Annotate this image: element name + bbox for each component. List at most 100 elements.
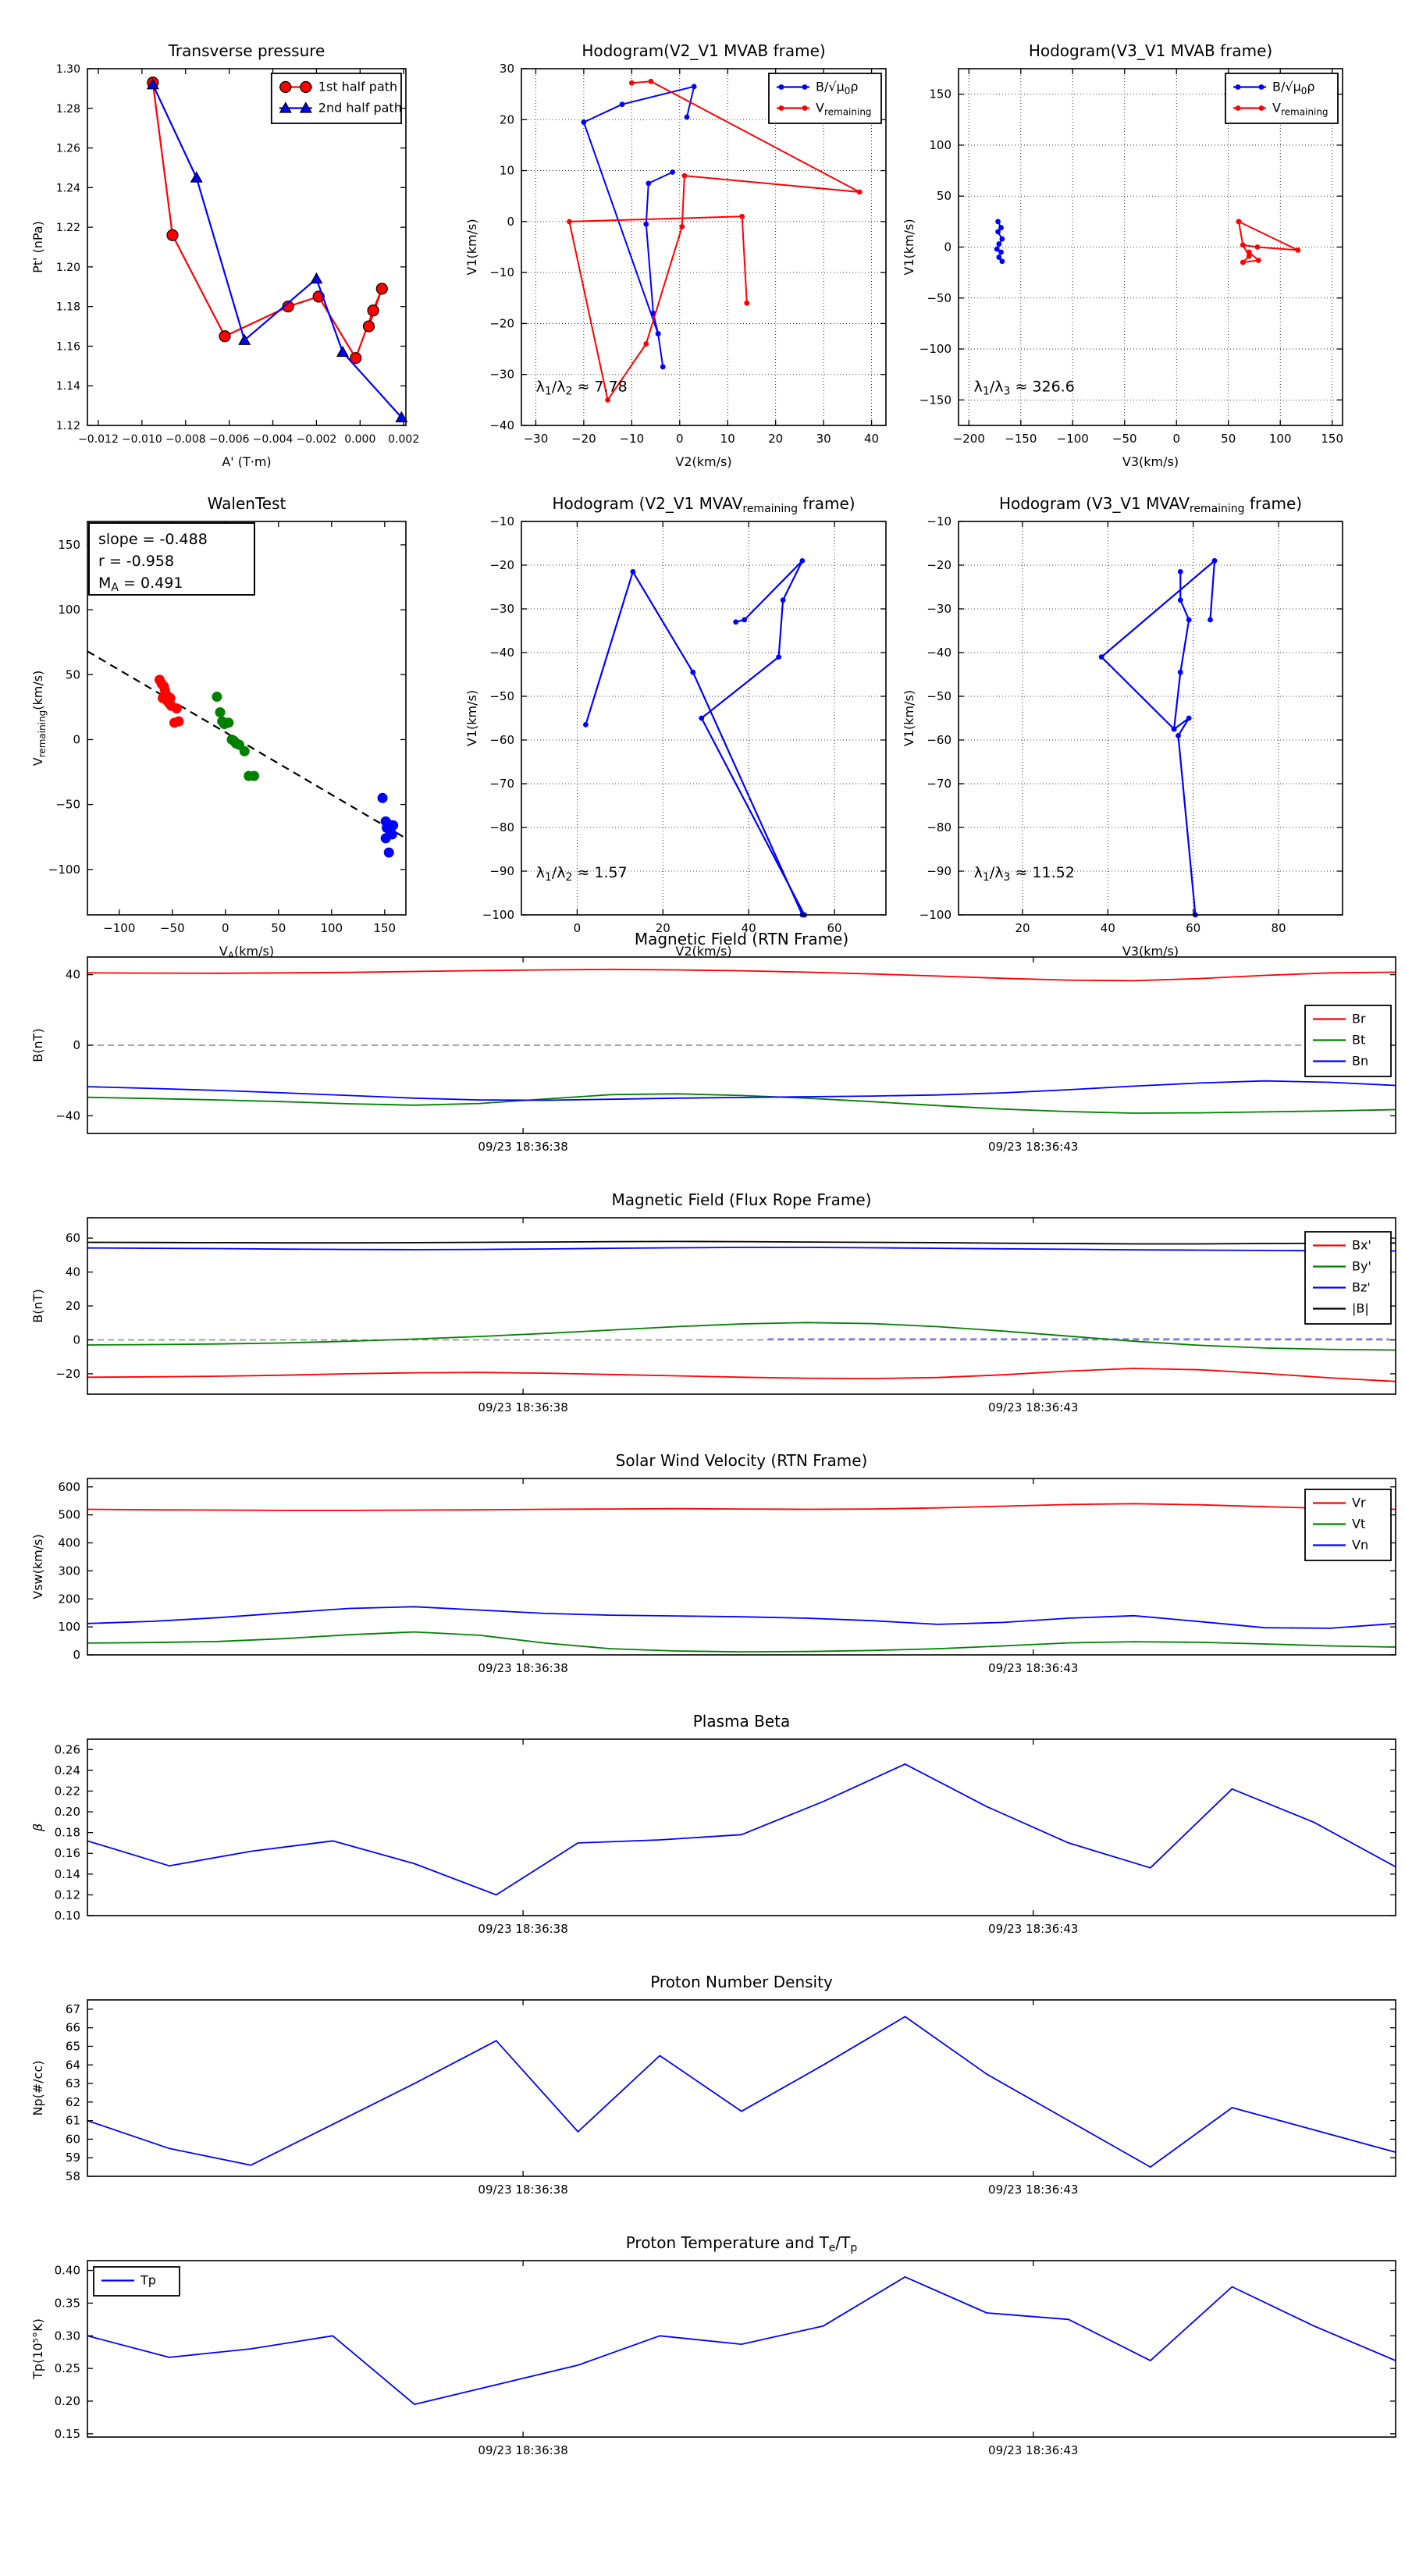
marker-circle (362, 320, 375, 333)
y-tick-label: 50 (937, 189, 951, 203)
y-tick-label: 0.12 (55, 1888, 80, 1902)
x-tick-label: −200 (953, 432, 985, 446)
x-tick-label: −150 (1005, 432, 1037, 446)
x-tick-label: 09/23 18:36:43 (988, 1922, 1078, 1936)
axes-background (87, 1478, 1396, 1655)
x-tick-label: 09/23 18:36:38 (478, 1400, 567, 1414)
y-tick-label: −20 (489, 316, 514, 330)
x-tick-label: −0.006 (209, 433, 250, 446)
y-tick-label: −100 (48, 863, 80, 877)
marker-dot (778, 84, 784, 90)
legend-box (270, 73, 402, 124)
y-tick-label: 1.26 (56, 143, 80, 155)
series-Np (87, 2016, 1396, 2169)
y-tick-label: −50 (927, 291, 951, 305)
marker-dot (733, 619, 739, 625)
marker-dot (994, 246, 1000, 252)
marker-dot (567, 219, 572, 225)
axes-frame (958, 521, 1343, 916)
x-axis-label: VA(km/s) (219, 944, 274, 961)
axes-frame (521, 68, 887, 426)
marker-dot (605, 397, 611, 403)
marker-dot (173, 716, 184, 727)
y-tick-label: 65 (66, 2039, 80, 2053)
x-tick-label: −0.008 (165, 433, 206, 446)
y-tick-label: −50 (55, 798, 80, 812)
plot-title: Hodogram (V2_V1 MVAVremaining frame) (552, 494, 855, 515)
marker-dot (239, 745, 250, 756)
marker-dot (778, 105, 784, 111)
marker-dot (1295, 247, 1301, 253)
x-tick-label: 20 (768, 432, 783, 446)
legend-label: Vremaining (1272, 101, 1329, 118)
marker-circle (219, 330, 231, 343)
plot-solar-wind-velocity: 09/23 18:36:38 09/23 18:36:43 0 100 200 300 40… (30, 1451, 1396, 1675)
x-tick-label: −30 (524, 432, 549, 446)
marker-dot (619, 101, 625, 108)
legend-label: Bt (1352, 1033, 1365, 1048)
marker-dot (1246, 249, 1252, 255)
y-tick-label: 0 (73, 1038, 80, 1052)
axes-frame (521, 521, 887, 916)
legend-label: |B| (1352, 1301, 1369, 1316)
marker-dot (630, 569, 636, 575)
x-tick-label: 0 (676, 432, 684, 446)
x-tick-label: 40 (864, 432, 879, 446)
y-tick-label: 10 (500, 164, 514, 178)
x-tick-label: 0.000 (344, 433, 375, 446)
marker-dot (165, 692, 176, 703)
marker-dot (996, 254, 1002, 260)
y-axis-label: V1(km/s) (902, 219, 916, 275)
y-axis-label: V1(km/s) (464, 219, 479, 275)
x-tick-label: 100 (1269, 432, 1292, 446)
y-tick-label: −100 (919, 908, 951, 922)
series-Vt (87, 1631, 1396, 1653)
series-V-remaining-hodogram (1172, 571, 1197, 916)
y-tick-label: −10 (489, 265, 514, 279)
y-tick-label: 30 (500, 62, 514, 76)
x-tick-label: −10 (620, 432, 645, 446)
y-tick-label: −100 (482, 908, 514, 922)
plot-title: Hodogram(V2_V1 MVAB frame) (582, 41, 825, 60)
y-tick-label: −10 (927, 514, 951, 528)
x-tick-label: −0.002 (297, 433, 337, 446)
legend-label: Tp (140, 2273, 156, 2288)
y-tick-label: −30 (489, 602, 514, 616)
x-tick-label: 80 (1271, 921, 1286, 935)
y-tick-label: 400 (58, 1536, 80, 1550)
series-Bx-prime (87, 1368, 1396, 1382)
plot-proton-temperature: 09/23 18:36:38 09/23 18:36:43 0.15 0.20 0.25… (30, 2233, 1396, 2457)
marker-dot (643, 221, 649, 227)
y-tick-label: −40 (489, 418, 514, 432)
plot-walen-test: −100 −50 0 50 100 150 −100 −50 0 50 100 150 WalenTes… (30, 494, 407, 961)
x-tick-label: −100 (1057, 432, 1089, 446)
x-tick-label: 20 (656, 921, 670, 935)
y-tick-label: −70 (489, 777, 514, 791)
x-tick-label: 09/23 18:36:43 (988, 1400, 1078, 1414)
plot-title: WalenTest (208, 494, 286, 513)
y-tick-label: 1.28 (56, 103, 80, 116)
marker-dot (776, 654, 782, 660)
marker-dot (377, 792, 388, 803)
y-tick-label: −10 (489, 514, 514, 528)
y-tick-label: −150 (919, 393, 951, 407)
marker-dot (995, 219, 1001, 225)
axes-background (959, 521, 1343, 915)
plot-magnetic-field-rtn: 09/23 18:36:38 09/23 18:36:43 −40 0 40 Magnet… (30, 930, 1396, 1154)
x-tick-label: 0 (574, 921, 582, 935)
marker-dot (802, 105, 808, 111)
plot-title: Hodogram (V3_V1 MVAVremaining frame) (999, 494, 1302, 515)
y-axis-label: V1(km/s) (464, 690, 479, 746)
axes-background (959, 69, 1343, 425)
marker-dot (1254, 244, 1261, 250)
x-tick-label: −0.010 (122, 433, 162, 446)
x-tick-label: 09/23 18:36:43 (988, 2443, 1078, 2457)
marker-dot (383, 847, 394, 858)
y-tick-label: 1.22 (56, 222, 80, 234)
marker-dot (1258, 84, 1264, 90)
y-tick-label: −80 (489, 820, 514, 834)
marker-dot (681, 173, 688, 179)
marker-dot (802, 84, 808, 90)
y-tick-label: 0.26 (55, 1742, 80, 1756)
marker-circle (350, 352, 362, 365)
